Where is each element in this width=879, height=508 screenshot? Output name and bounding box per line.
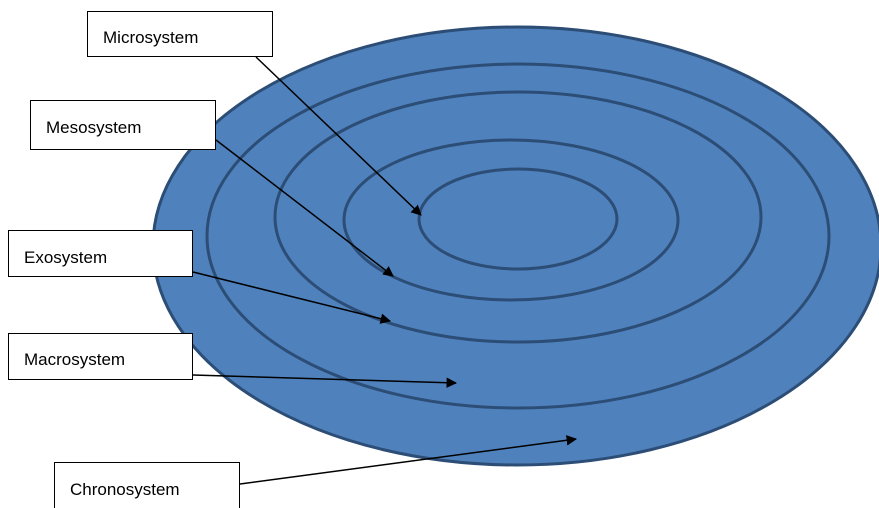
mesosystem-label-box: Mesosystem <box>30 100 216 150</box>
macrosystem-label: Macrosystem <box>24 350 126 369</box>
exosystem-label-box: Exosystem <box>8 230 193 277</box>
exosystem-ellipse <box>273 90 763 344</box>
microsystem-label-box: Microsystem <box>87 11 273 57</box>
chronosystem-label: Chronosystem <box>70 480 180 499</box>
macrosystem-ellipse <box>205 62 831 410</box>
mesosystem-label: Mesosystem <box>46 118 142 137</box>
macrosystem-label-box: Macrosystem <box>8 333 193 380</box>
exosystem-label: Exosystem <box>24 248 108 267</box>
mesosystem-ellipse <box>342 138 680 302</box>
macrosystem-arrow <box>192 374 458 388</box>
microsystem-label: Microsystem <box>103 28 199 47</box>
microsystem-arrow <box>255 56 422 216</box>
chronosystem-label-box: Chronosystem <box>54 462 240 508</box>
chronosystem-arrow <box>239 435 578 485</box>
mesosystem-arrow <box>215 139 394 277</box>
exosystem-arrow <box>192 271 392 324</box>
microsystem-ellipse <box>417 167 619 271</box>
